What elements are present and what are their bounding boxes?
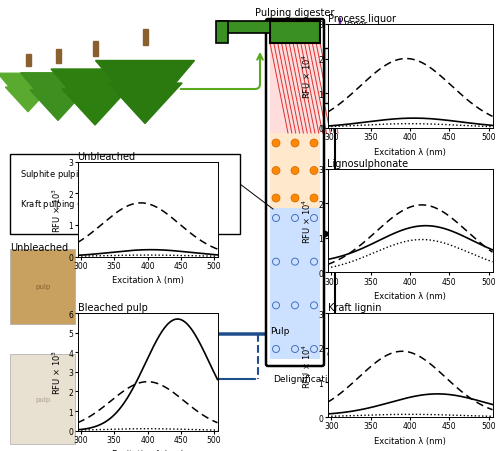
Bar (218, 22, 270, 34)
X-axis label: Excitation λ (nm): Excitation λ (nm) (112, 276, 184, 285)
Polygon shape (6, 88, 51, 112)
X-axis label: Excitation λ (nm): Excitation λ (nm) (112, 449, 184, 451)
Text: pulp: pulp (35, 284, 50, 290)
Bar (216, 22, 228, 44)
Polygon shape (108, 84, 182, 124)
Text: Lignosulphonate: Lignosulphonate (328, 158, 408, 168)
Text: Delignification: Delignification (273, 374, 339, 383)
Text: Black
liquor: Black liquor (333, 225, 357, 244)
Text: Pulping digester: Pulping digester (256, 8, 334, 18)
Bar (56, 50, 60, 64)
Text: pulp: pulp (35, 396, 50, 402)
Y-axis label: RFU × 10$^3$: RFU × 10$^3$ (50, 350, 63, 395)
Bar (270, 22, 320, 44)
Text: Kraft lignin: Kraft lignin (328, 303, 381, 313)
Y-axis label: RFU × 10$^4$: RFU × 10$^4$ (300, 54, 313, 99)
Bar (10, 249, 75, 324)
Text: Pulp: Pulp (270, 326, 289, 335)
Circle shape (272, 194, 280, 202)
Y-axis label: RFU × 10$^4$: RFU × 10$^4$ (300, 198, 313, 244)
X-axis label: Excitation λ (nm): Excitation λ (nm) (374, 291, 446, 300)
Bar (270, 133, 320, 208)
Text: Sulphite pulping (acidic): SO$_3^{2-}$ / HSO$_3^-$: Sulphite pulping (acidic): SO$_3^{2-}$ /… (20, 167, 184, 182)
Circle shape (291, 140, 299, 147)
Text: Kraft pulping (alkaline): NaOH, Na$_2$S: Kraft pulping (alkaline): NaOH, Na$_2$S (20, 198, 173, 211)
Y-axis label: RFU × 10$^4$: RFU × 10$^4$ (300, 343, 313, 388)
Bar (270, 208, 320, 359)
Bar (324, 49, 334, 104)
Text: Unbleached: Unbleached (10, 243, 68, 253)
Text: H$_2$O: H$_2$O (342, 348, 361, 361)
Circle shape (291, 194, 299, 202)
Circle shape (272, 140, 280, 147)
Polygon shape (30, 91, 86, 121)
X-axis label: Excitation λ (nm): Excitation λ (nm) (374, 436, 446, 445)
Bar (270, 44, 320, 133)
Circle shape (310, 194, 318, 202)
Polygon shape (20, 74, 96, 118)
Y-axis label: RFU × 10$^3$: RFU × 10$^3$ (50, 187, 63, 232)
Polygon shape (51, 70, 139, 122)
Bar (10, 354, 75, 444)
FancyBboxPatch shape (10, 155, 240, 235)
Text: Process liquor: Process liquor (328, 14, 396, 24)
Circle shape (310, 140, 318, 147)
Bar (26, 55, 30, 67)
Polygon shape (96, 61, 194, 120)
Bar (92, 42, 98, 57)
Text: Vapor,
pressure: Vapor, pressure (344, 20, 381, 39)
Text: Unbleached: Unbleached (78, 152, 136, 161)
Bar (142, 30, 148, 46)
Circle shape (310, 167, 318, 175)
Circle shape (291, 167, 299, 175)
Polygon shape (0, 74, 58, 110)
X-axis label: Excitation λ (nm): Excitation λ (nm) (374, 147, 446, 156)
Polygon shape (62, 90, 128, 126)
Text: Bleached pulp: Bleached pulp (78, 303, 148, 313)
Circle shape (272, 167, 280, 175)
